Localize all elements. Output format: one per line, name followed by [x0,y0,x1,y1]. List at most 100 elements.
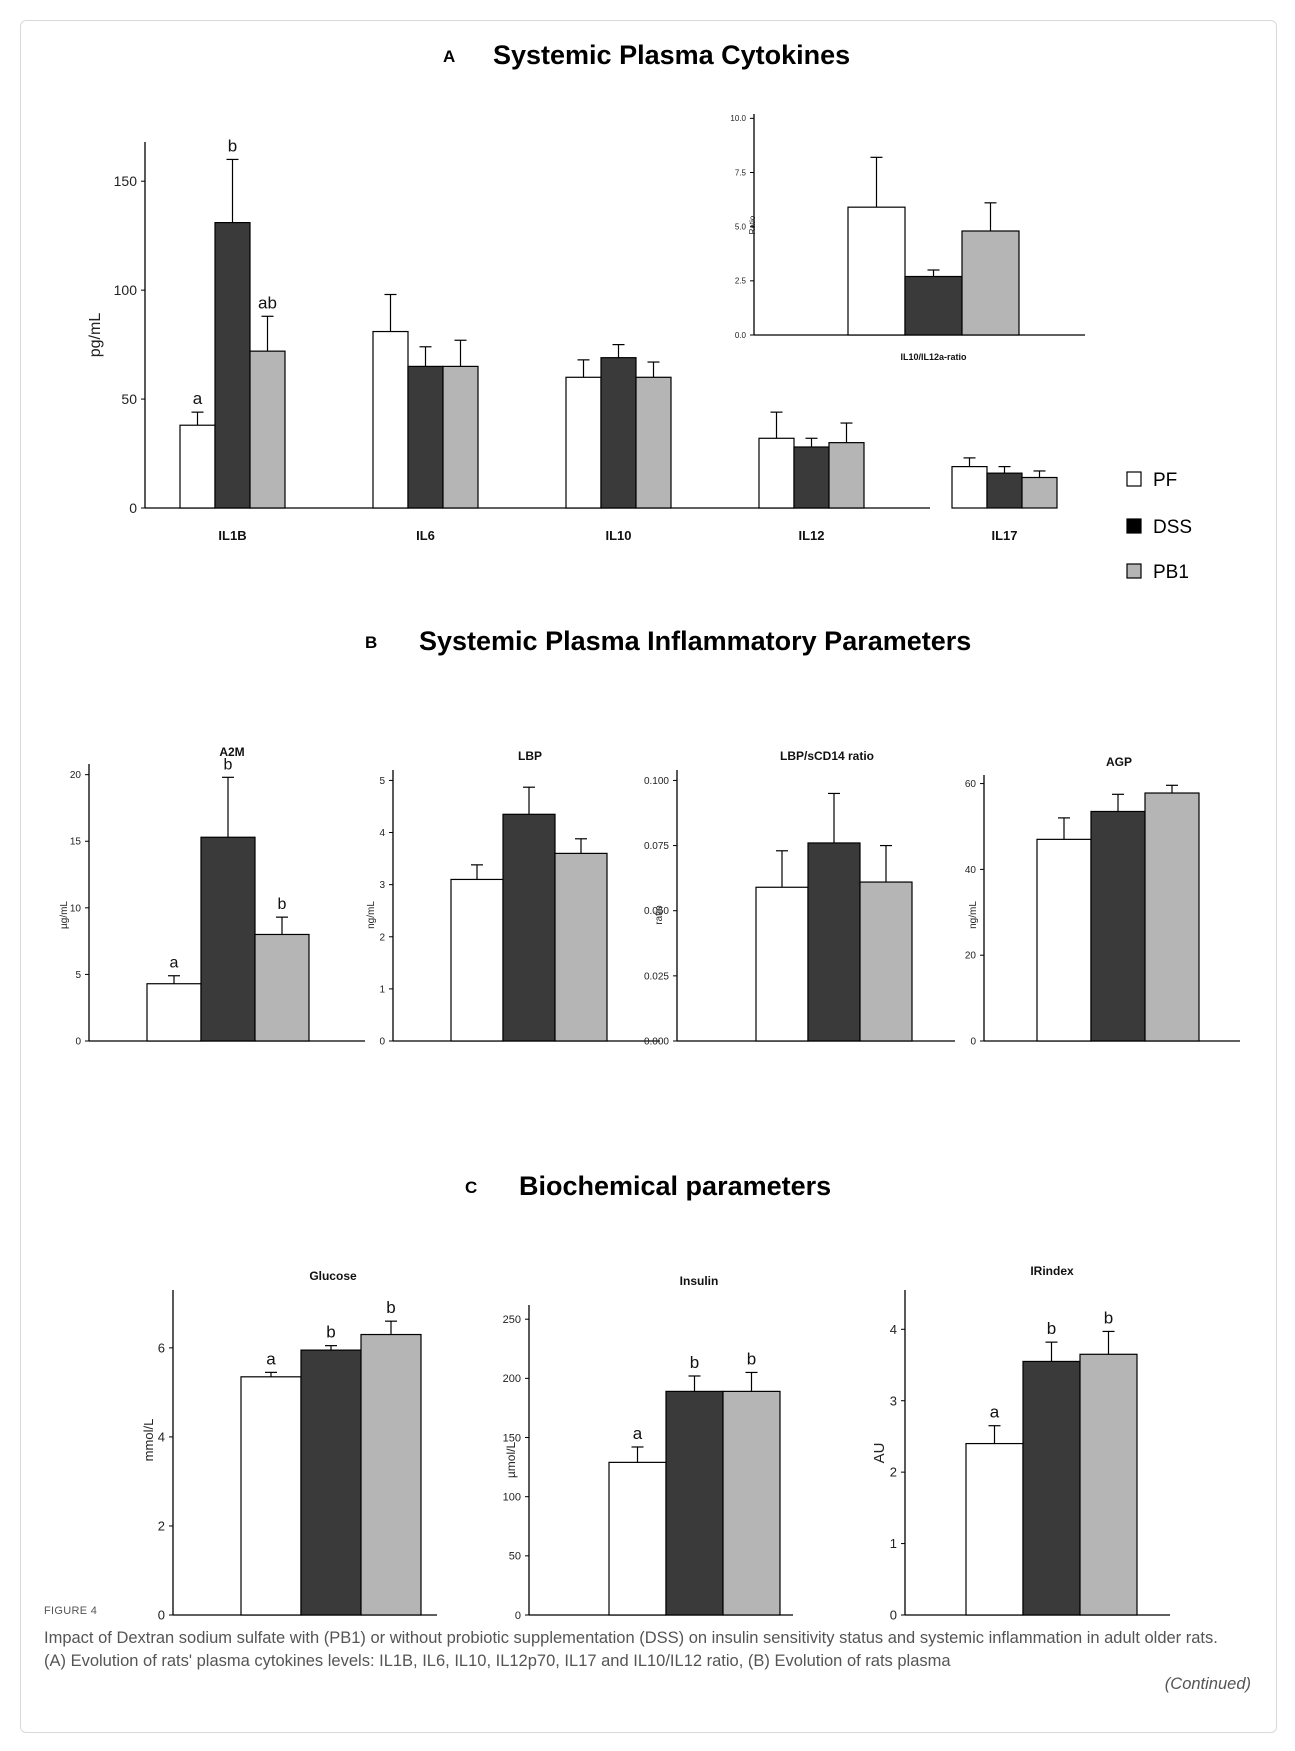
significance-letter: b [1104,1308,1113,1327]
y-tick-label: 0.100 [644,776,669,787]
y-tick-label: 0.075 [644,841,669,852]
y-tick-label: 100 [503,1492,521,1504]
bar-pf [608,1461,667,1616]
y-tick-label: 150 [503,1432,521,1444]
bar-pf [1036,838,1092,1042]
significance-letter: b [747,1349,756,1368]
y-tick-label: 60 [965,779,977,790]
significance-letter: a [193,389,203,408]
y-tick-label: 4 [158,1429,165,1444]
y-tick-label: 250 [503,1314,521,1326]
significance-letter: b [278,896,287,913]
significance-letter: ab [258,293,277,312]
y-tick-label: 5.0 [735,222,747,231]
bar-dss [986,472,1023,509]
y-tick-label: 5 [75,970,81,981]
bar-dss [793,446,830,509]
category-label: IL10 [605,528,631,543]
chart-title: AGP [1106,755,1132,769]
significance-letter: a [633,1424,643,1443]
bar-pf [146,983,202,1042]
chart-c-insulin: 0 50 100 150 200 250 µmol/L Insulin a b b [503,1274,793,1622]
significance-letter: b [228,136,237,155]
bar-dss [665,1390,724,1616]
bar-pb1 [554,852,608,1042]
bar-dss [300,1349,362,1616]
figure-caption-label: FIGURE 4 [44,1605,98,1617]
y-axis-label: ratio [654,905,665,925]
y-tick-label: 0 [379,1037,385,1048]
category-label: IL10/IL12a-ratio [900,352,967,362]
chart-c-irindex: 0 1 2 3 4 AU IRindex a b b [871,1264,1170,1623]
bar-dss [807,842,861,1042]
y-tick-label: 5 [379,776,385,787]
y-tick-label: 10.0 [730,114,746,123]
chart-b-lbp: 0 1 2 3 4 5 ng/mL LBP [366,749,660,1048]
y-tick-label: 7.5 [735,168,747,177]
y-tick-label: 0 [515,1610,521,1622]
y-tick-label: 0 [890,1608,897,1623]
y-tick-label: 10 [70,903,82,914]
y-axis-label: mmol/L [141,1419,156,1462]
bar-pb1 [1144,792,1200,1042]
category-label: IL1B [218,528,246,543]
y-tick-label: 50 [509,1551,521,1563]
chart-b-lbpscd14: 0.000 0.025 0.050 0.075 0.100 ratio LBP/sCD14 … [644,749,955,1048]
bar-dss [200,836,256,1042]
chart-title: Glucose [309,1269,357,1283]
chart-title: LBP/sCD14 ratio [780,749,874,763]
bar-pb1 [828,442,865,509]
bar-pb1 [442,365,479,509]
bar-pf [240,1376,302,1616]
y-axis-label: AU [871,1443,888,1464]
bar-pb1 [859,881,913,1042]
panel-b-letter: B [365,633,377,652]
y-tick-label: 50 [121,391,137,407]
y-axis-label: µmol/L [504,1442,518,1479]
category-label: IL12 [798,528,824,543]
significance-letter: b [326,1323,335,1342]
y-axis-label: ng/mL [968,901,979,929]
bar-pf [372,330,409,509]
y-tick-label: 100 [114,282,138,298]
chart-title: LBP [518,749,542,763]
bar-dss [904,275,963,336]
legend-label-pb1: PB1 [1153,562,1189,583]
y-tick-label: 4 [890,1322,897,1337]
y-tick-label: 20 [965,951,977,962]
significance-letter: b [224,756,233,773]
bar-dss [214,222,251,509]
legend-swatch-pf [1126,471,1142,487]
y-tick-label: 2 [158,1519,165,1534]
bar-pb1 [254,933,310,1042]
y-tick-label: 200 [503,1373,521,1385]
significance-letter: a [170,955,179,972]
y-tick-label: 0.000 [644,1037,669,1048]
significance-letter: a [990,1403,1000,1422]
legend-swatch-pb1 [1126,563,1142,579]
chart-title: IRindex [1030,1264,1074,1278]
figure-caption-continued: (Continued) [1164,1675,1251,1693]
y-tick-label: 15 [70,837,82,848]
bar-pf [847,206,906,336]
bar-pb1 [249,350,286,509]
bar-pb1 [1021,476,1058,509]
y-tick-label: 3 [890,1393,897,1408]
chart-title: A2M [219,745,244,759]
chart-title: Insulin [680,1274,719,1288]
y-tick-label: 0 [75,1037,81,1048]
y-tick-label: 0.0 [735,331,747,340]
y-axis-label: pg/mL [87,313,104,358]
y-axis-label: µg/mL [59,901,70,929]
y-tick-label: 2 [890,1465,897,1480]
panel-a-title: Systemic Plasma Cytokines [493,40,850,70]
bar-pf [179,424,216,509]
y-tick-label: 2 [379,932,385,943]
y-tick-label: 0 [970,1037,976,1048]
panel-a-letter: A [443,47,455,66]
chart-b-a2m: 0 5 10 15 20 µg/mL A2M a b b [59,745,365,1048]
bar-pb1 [360,1333,422,1616]
